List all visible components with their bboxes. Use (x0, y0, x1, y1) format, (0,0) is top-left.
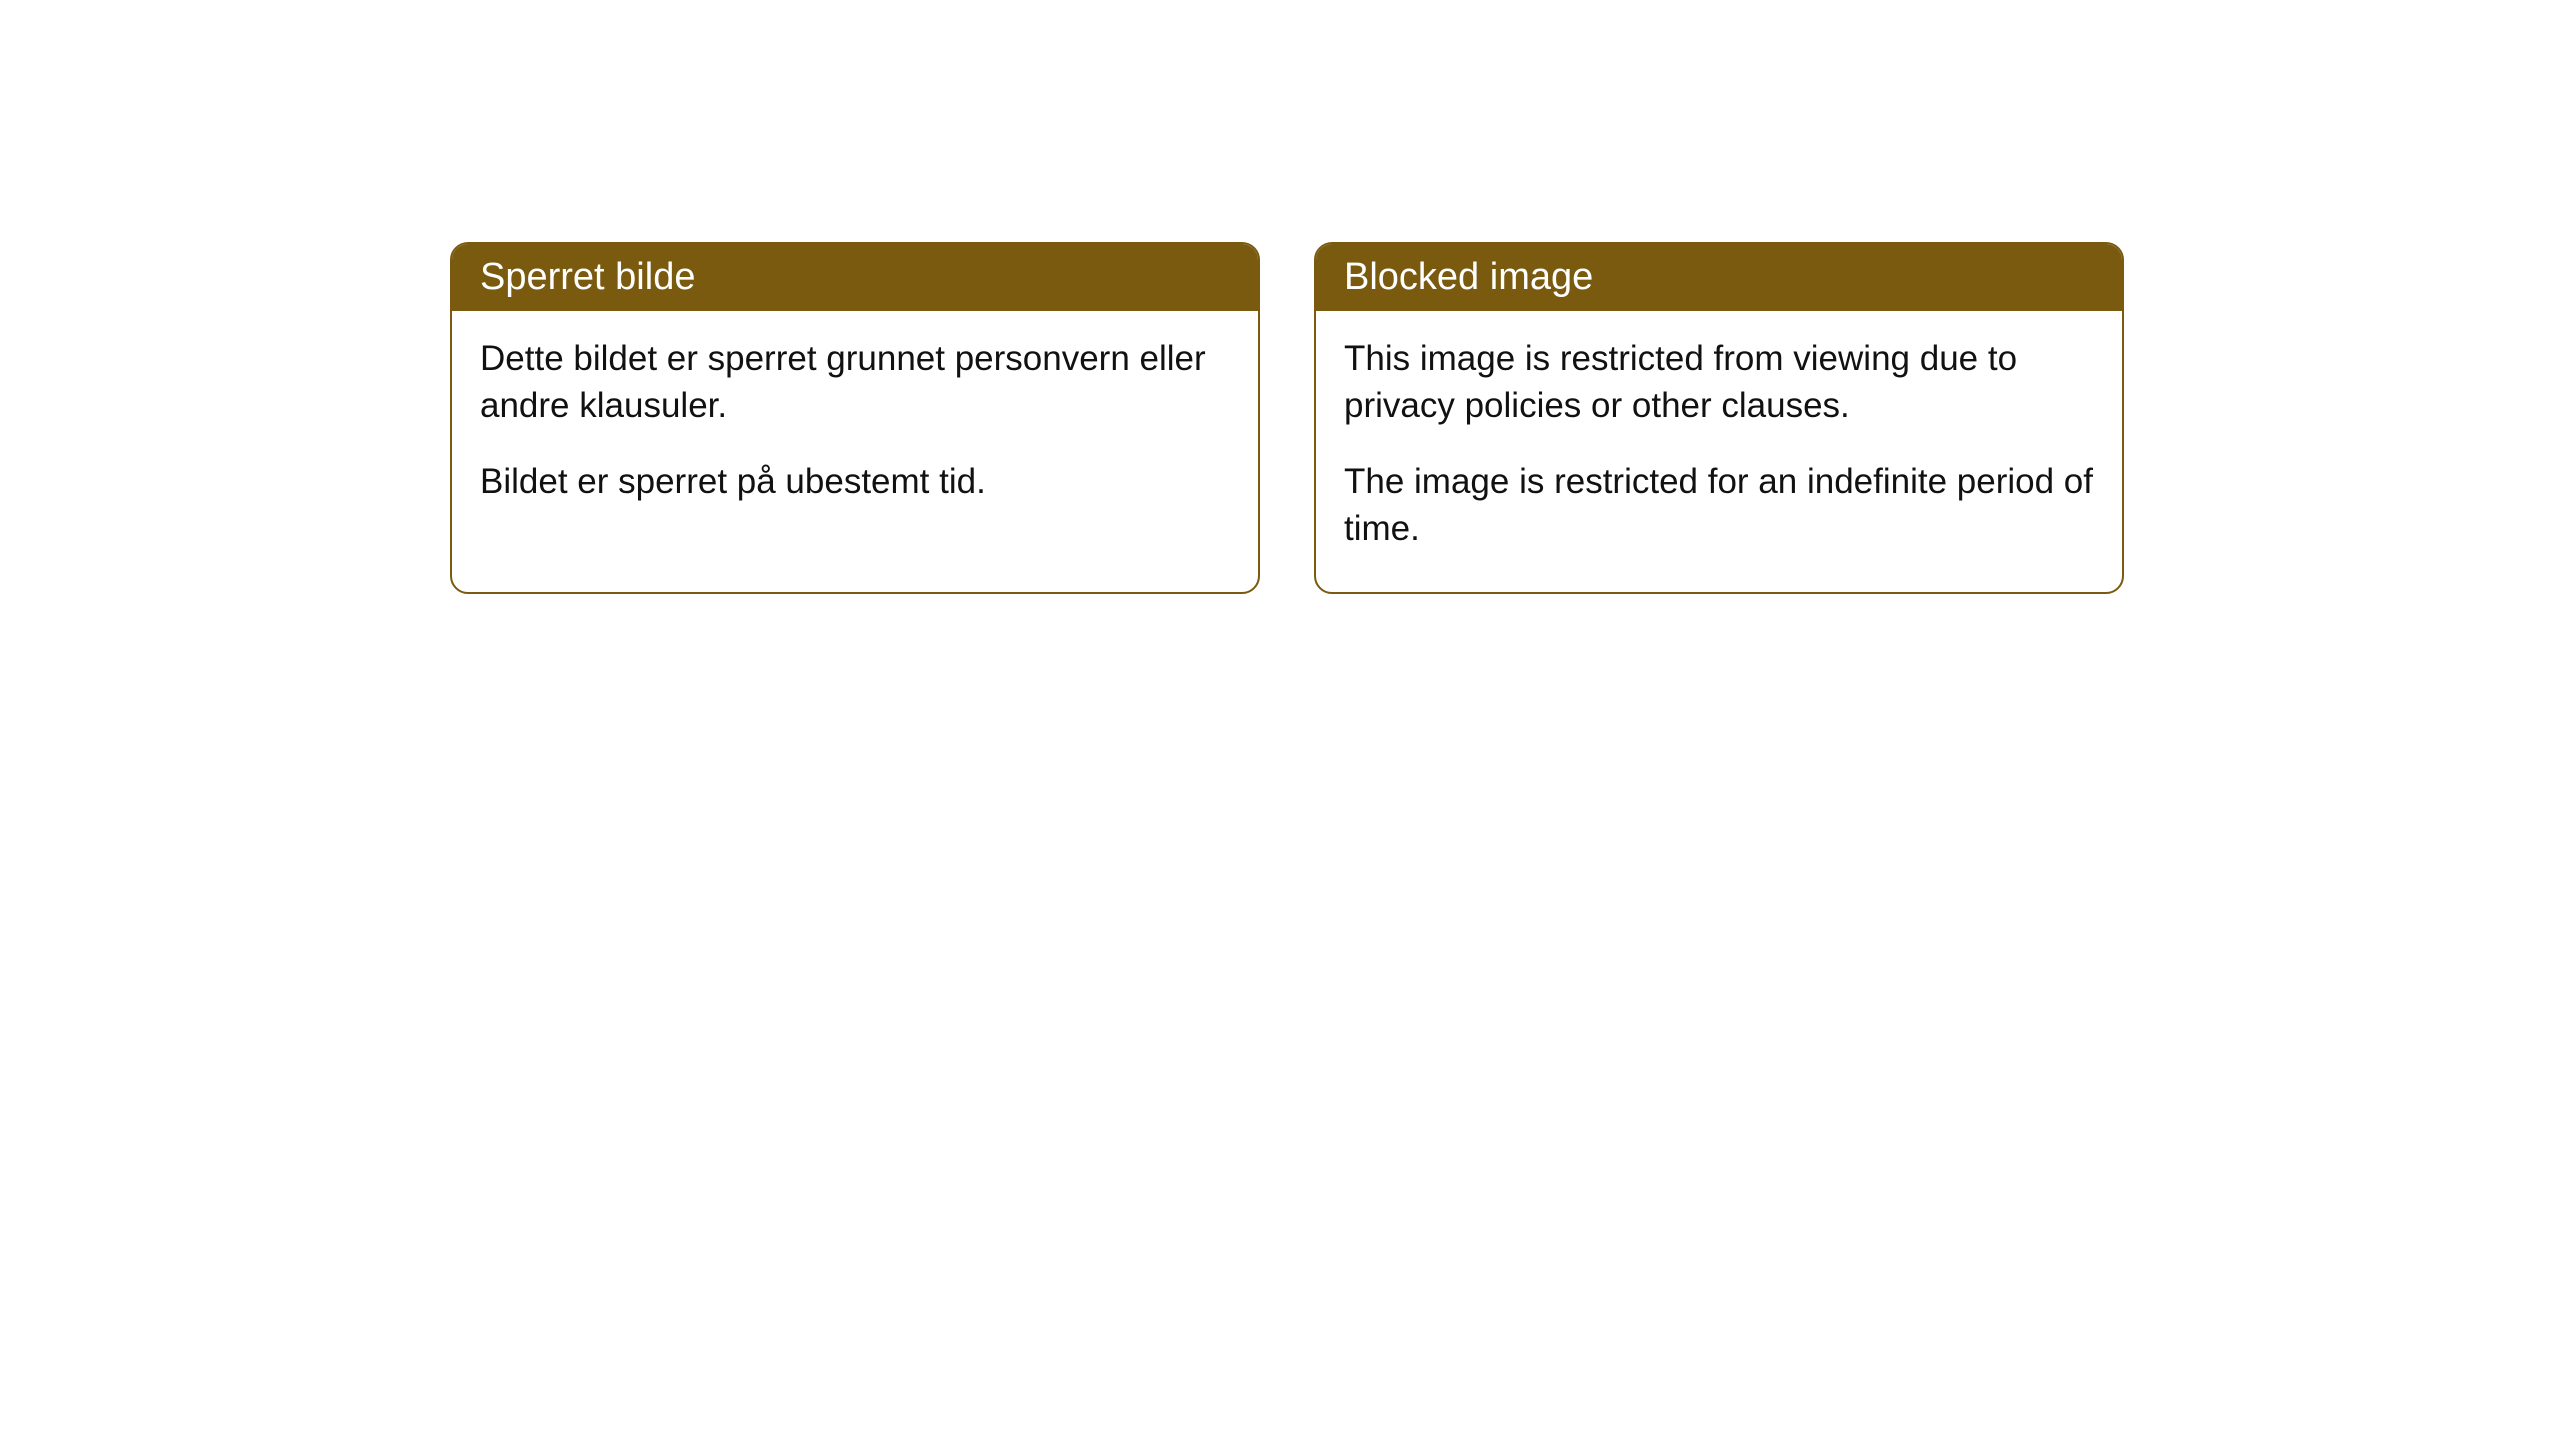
card-paragraph-2-en: The image is restricted for an indefinit… (1344, 458, 2094, 553)
card-body-en: This image is restricted from viewing du… (1316, 311, 2122, 592)
card-header-en: Blocked image (1316, 244, 2122, 311)
notice-cards-container: Sperret bilde Dette bildet er sperret gr… (450, 242, 2124, 594)
card-body-no: Dette bildet er sperret grunnet personve… (452, 311, 1258, 545)
card-header-no: Sperret bilde (452, 244, 1258, 311)
blocked-image-card-no: Sperret bilde Dette bildet er sperret gr… (450, 242, 1260, 594)
card-paragraph-1-en: This image is restricted from viewing du… (1344, 335, 2094, 430)
card-paragraph-2-no: Bildet er sperret på ubestemt tid. (480, 458, 1230, 505)
card-paragraph-1-no: Dette bildet er sperret grunnet personve… (480, 335, 1230, 430)
blocked-image-card-en: Blocked image This image is restricted f… (1314, 242, 2124, 594)
